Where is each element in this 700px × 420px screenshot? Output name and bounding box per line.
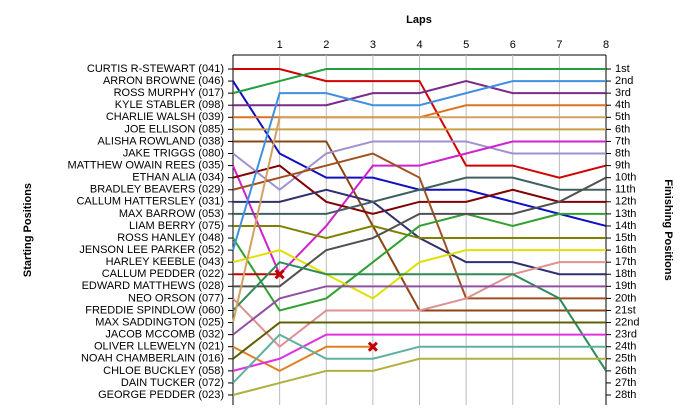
finishing-label: 26th	[615, 365, 636, 377]
position-line	[232, 333, 606, 372]
position-line	[232, 357, 606, 396]
position-line	[232, 261, 606, 349]
position-line	[232, 116, 606, 323]
finishing-label: 21st	[615, 304, 636, 316]
finishing-label: 12th	[615, 196, 636, 208]
position-line	[233, 224, 606, 240]
finishing-label: 28th	[615, 389, 636, 401]
finishing-label: 9th	[615, 159, 630, 171]
position-line	[232, 80, 606, 251]
driver-label: ROSS MURPHY (017)	[114, 87, 224, 99]
driver-label: EDWARD MATTHEWS (028)	[82, 280, 224, 292]
driver-label: CHARLIE WALSH (039)	[106, 111, 224, 123]
finishing-label: 11th	[615, 184, 636, 196]
driver-label: CHLOE BUCKLEY (058)	[103, 365, 224, 377]
driver-label: KYLE STABLER (098)	[115, 99, 224, 111]
finishing-label: 25th	[615, 353, 636, 365]
driver-label: ETHAN ALIA (034)	[132, 172, 224, 184]
position-line	[232, 68, 606, 95]
driver-label: DAIN TUCKER (072)	[121, 377, 224, 389]
driver-label: FREDDIE SPINDLOW (060)	[85, 304, 224, 316]
driver-label: MAX BARROW (053)	[119, 208, 224, 220]
retired-cross	[274, 269, 285, 280]
retired-cross	[367, 341, 378, 352]
driver-label: LIAM BERRY (075)	[129, 220, 224, 232]
x-tick-label: 2	[323, 39, 329, 51]
x-tick-label: 5	[463, 39, 469, 51]
finishing-label: 24th	[615, 341, 636, 353]
x-tick-label: 3	[370, 39, 376, 51]
chart-title: Laps	[406, 14, 432, 26]
position-line	[232, 212, 606, 312]
position-line	[232, 285, 606, 336]
position-line	[233, 80, 606, 107]
driver-label: HARLEY KEEBLE (043)	[106, 256, 224, 268]
finishing-label: 3rd	[615, 87, 631, 99]
finishing-label: 20th	[615, 292, 636, 304]
position-line	[233, 68, 607, 179]
driver-label: BRADLEY BEAVERS (029)	[90, 184, 224, 196]
driver-label: GEORGE PEDDER (023)	[98, 389, 224, 401]
finishing-label: 14th	[615, 220, 636, 232]
position-line	[232, 333, 606, 384]
finishing-label: 1st	[615, 63, 630, 75]
finishing-label: 23rd	[615, 329, 637, 341]
position-line	[232, 249, 606, 300]
driver-label: ALISHA ROWLAND (038)	[97, 135, 224, 147]
finishing-label: 27th	[615, 377, 636, 389]
position-line	[232, 321, 606, 360]
finishing-label: 15th	[615, 232, 636, 244]
driver-label: MAX SADDINGTON (025)	[95, 316, 224, 328]
driver-label: JOE ELLISON (085)	[124, 123, 224, 135]
position-line	[233, 176, 607, 288]
x-tick-label: 4	[416, 39, 422, 51]
x-tick-label: 6	[510, 39, 516, 51]
position-line	[232, 164, 606, 215]
finishing-label: 18th	[615, 268, 636, 280]
retired-marker	[367, 341, 378, 352]
x-tick-label: 1	[277, 39, 283, 51]
finishing-label: 13th	[615, 208, 636, 220]
driver-label: JACOB MCCOMB (032)	[105, 329, 224, 341]
finishing-label: 19th	[615, 280, 636, 292]
driver-label: CALLUM HATTERSLEY (031)	[76, 196, 224, 208]
x-tick-label: 7	[556, 39, 562, 51]
finishing-label: 7th	[615, 135, 630, 147]
finishing-label: 22nd	[615, 316, 639, 328]
finishing-label: 17th	[615, 256, 636, 268]
y-axis-label-right: Finishing Positions	[662, 179, 674, 280]
driver-label: JAKE TRIGGS (080)	[123, 147, 224, 159]
finishing-label: 5th	[615, 111, 630, 123]
position-line	[232, 261, 607, 372]
finishing-label: 4th	[615, 99, 630, 111]
finishing-label: 2nd	[615, 75, 633, 87]
finishing-label: 16th	[615, 244, 636, 256]
driver-label: JENSON LEE PARKER (052)	[79, 244, 224, 256]
x-tick-label: 8	[603, 39, 609, 51]
retired-marker	[274, 269, 285, 280]
driver-label: ARRON BROWNE (046)	[103, 75, 224, 87]
y-axis-label-left: Starting Positions	[22, 183, 34, 277]
finishing-label: 8th	[615, 147, 630, 159]
driver-label: NOAH CHAMBERLAIN (016)	[81, 353, 224, 365]
position-line	[232, 152, 606, 300]
driver-label: NEO ORSON (077)	[128, 292, 224, 304]
driver-label: CURTIS R-STEWART (041)	[87, 63, 224, 75]
driver-label: CALLUM PEDDER (022)	[102, 268, 224, 280]
finishing-label: 10th	[615, 172, 636, 184]
finishing-label: 6th	[615, 123, 630, 135]
driver-label: ROSS HANLEY (048)	[117, 232, 224, 244]
driver-label: OLIVER LLEWELYN (021)	[94, 341, 224, 353]
position-line	[233, 176, 606, 215]
driver-label: MATTHEW OWAIN REES (035)	[68, 159, 224, 171]
